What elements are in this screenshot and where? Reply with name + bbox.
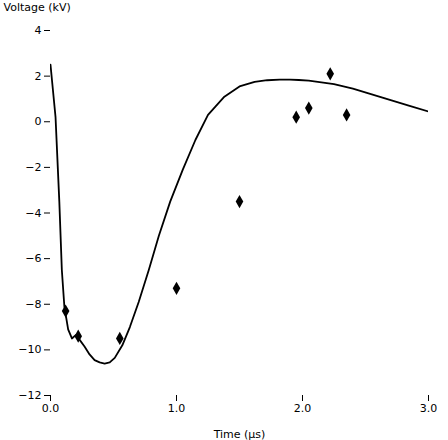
svg-text:−8: −8 — [25, 298, 41, 311]
svg-text:−4: −4 — [25, 207, 41, 220]
svg-text:−10: −10 — [18, 343, 41, 356]
svg-text:−12: −12 — [18, 389, 41, 402]
svg-text:−6: −6 — [25, 252, 41, 265]
svg-text:3.0: 3.0 — [420, 402, 438, 415]
svg-text:4: 4 — [35, 24, 42, 37]
svg-text:0.0: 0.0 — [42, 402, 60, 415]
svg-text:Voltage (kV): Voltage (kV) — [4, 1, 71, 14]
svg-text:−2: −2 — [25, 161, 41, 174]
svg-text:2: 2 — [35, 70, 42, 83]
svg-text:1.0: 1.0 — [168, 402, 186, 415]
svg-text:0: 0 — [35, 115, 42, 128]
svg-text:2.0: 2.0 — [294, 402, 312, 415]
svg-text:Time (μs): Time (μs) — [213, 428, 266, 440]
